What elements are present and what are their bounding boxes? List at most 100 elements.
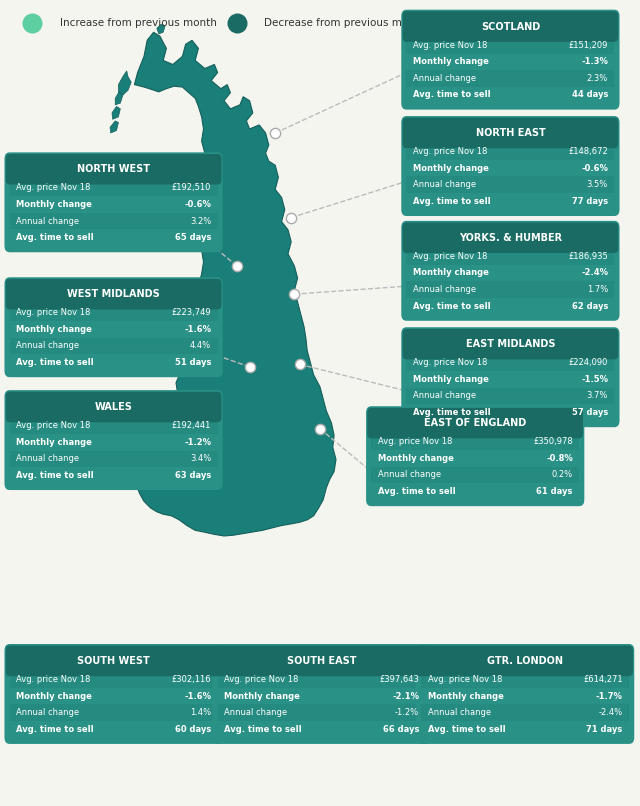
Point [27,16,37,29]
Text: Monthly change: Monthly change [413,268,489,277]
FancyBboxPatch shape [218,671,426,688]
FancyBboxPatch shape [371,467,579,483]
Text: Annual change: Annual change [16,455,79,463]
Text: Monthly change: Monthly change [16,438,92,447]
Text: Avg. time to sell: Avg. time to sell [224,725,301,733]
Text: Avg. time to sell: Avg. time to sell [413,408,490,417]
Text: Avg. price Nov 18: Avg. price Nov 18 [413,359,487,368]
Text: 77 days: 77 days [572,197,608,206]
Text: 62 days: 62 days [572,301,608,310]
FancyBboxPatch shape [10,305,218,321]
FancyBboxPatch shape [401,116,620,216]
Text: Annual change: Annual change [378,471,441,480]
FancyBboxPatch shape [421,704,629,721]
FancyBboxPatch shape [401,327,620,427]
FancyBboxPatch shape [403,11,618,42]
FancyBboxPatch shape [367,408,583,438]
Text: Avg. price Nov 18: Avg. price Nov 18 [413,147,487,156]
Text: Annual change: Annual change [16,342,79,351]
Text: WALES: WALES [95,402,132,412]
Text: £350,978: £350,978 [533,438,573,447]
Polygon shape [110,121,118,133]
Text: Avg. time to sell: Avg. time to sell [16,233,93,242]
Text: -1.3%: -1.3% [581,57,608,66]
Text: EAST OF ENGLAND: EAST OF ENGLAND [424,418,526,428]
Polygon shape [112,106,120,119]
Text: Avg. price Nov 18: Avg. price Nov 18 [16,675,90,684]
Text: Avg. price Nov 18: Avg. price Nov 18 [16,184,90,193]
Text: Monthly change: Monthly change [16,200,92,209]
Text: Monthly change: Monthly change [16,325,92,334]
Text: -2.1%: -2.1% [392,692,419,700]
Text: 3.2%: 3.2% [190,217,211,226]
Text: YORKS. & HUMBER: YORKS. & HUMBER [459,233,562,243]
Text: 65 days: 65 days [175,233,211,242]
Text: 4.4%: 4.4% [190,342,211,351]
Text: 3.4%: 3.4% [190,455,211,463]
Text: Monthly change: Monthly change [413,57,489,66]
FancyBboxPatch shape [214,646,429,676]
Text: 61 days: 61 days [536,487,573,496]
FancyBboxPatch shape [406,70,614,86]
Text: Monthly change: Monthly change [428,692,504,700]
Text: Avg. price Nov 18: Avg. price Nov 18 [428,675,502,684]
Text: 3.5%: 3.5% [587,181,608,189]
Text: -0.6%: -0.6% [581,164,608,172]
Text: £192,510: £192,510 [172,184,211,193]
Point [244,360,255,373]
Text: Annual change: Annual change [16,708,79,717]
Text: -1.7%: -1.7% [596,692,623,700]
Text: Annual change: Annual change [16,217,79,226]
Point [289,288,300,301]
Text: Avg. time to sell: Avg. time to sell [413,90,490,99]
Text: Avg. price Nov 18: Avg. price Nov 18 [16,309,90,318]
Text: 44 days: 44 days [572,90,608,99]
FancyBboxPatch shape [4,390,223,490]
Point [286,211,296,224]
Text: NORTH WEST: NORTH WEST [77,164,150,174]
Text: -1.5%: -1.5% [581,375,608,384]
Point [232,260,242,272]
Text: £186,935: £186,935 [568,252,608,261]
FancyBboxPatch shape [10,338,218,354]
Text: 60 days: 60 days [175,725,211,733]
Text: 66 days: 66 days [383,725,419,733]
FancyBboxPatch shape [421,671,629,688]
Text: EAST MIDLANDS: EAST MIDLANDS [466,339,555,349]
Text: £151,209: £151,209 [568,41,608,50]
Text: 57 days: 57 days [572,408,608,417]
FancyBboxPatch shape [218,704,426,721]
FancyBboxPatch shape [10,451,218,467]
Text: Monthly change: Monthly change [224,692,300,700]
Text: -1.2%: -1.2% [184,438,211,447]
Text: -2.4%: -2.4% [581,268,608,277]
FancyBboxPatch shape [4,152,223,252]
FancyBboxPatch shape [406,248,614,264]
Text: 1.4%: 1.4% [190,708,211,717]
Text: Annual change: Annual change [413,74,476,83]
Text: -1.2%: -1.2% [395,708,419,717]
Text: WEST MIDLANDS: WEST MIDLANDS [67,289,160,299]
Text: £614,271: £614,271 [583,675,623,684]
Text: 63 days: 63 days [175,471,211,480]
Point [270,127,280,139]
FancyBboxPatch shape [401,221,620,321]
FancyBboxPatch shape [10,180,218,196]
Text: Avg. time to sell: Avg. time to sell [16,725,93,733]
FancyBboxPatch shape [406,143,614,160]
Text: Annual change: Annual change [428,708,491,717]
Text: -1.6%: -1.6% [184,692,211,700]
Text: £192,441: £192,441 [172,422,211,430]
FancyBboxPatch shape [401,10,620,110]
Text: GTR. LONDON: GTR. LONDON [487,656,563,666]
Polygon shape [118,71,131,95]
Text: £223,749: £223,749 [172,309,211,318]
Text: Avg. time to sell: Avg. time to sell [16,471,93,480]
FancyBboxPatch shape [406,177,614,193]
Text: Annual change: Annual change [413,285,476,294]
FancyBboxPatch shape [6,279,221,310]
FancyBboxPatch shape [4,277,223,377]
Text: 2.3%: 2.3% [587,74,608,83]
Text: £397,643: £397,643 [380,675,419,684]
FancyBboxPatch shape [10,418,218,434]
